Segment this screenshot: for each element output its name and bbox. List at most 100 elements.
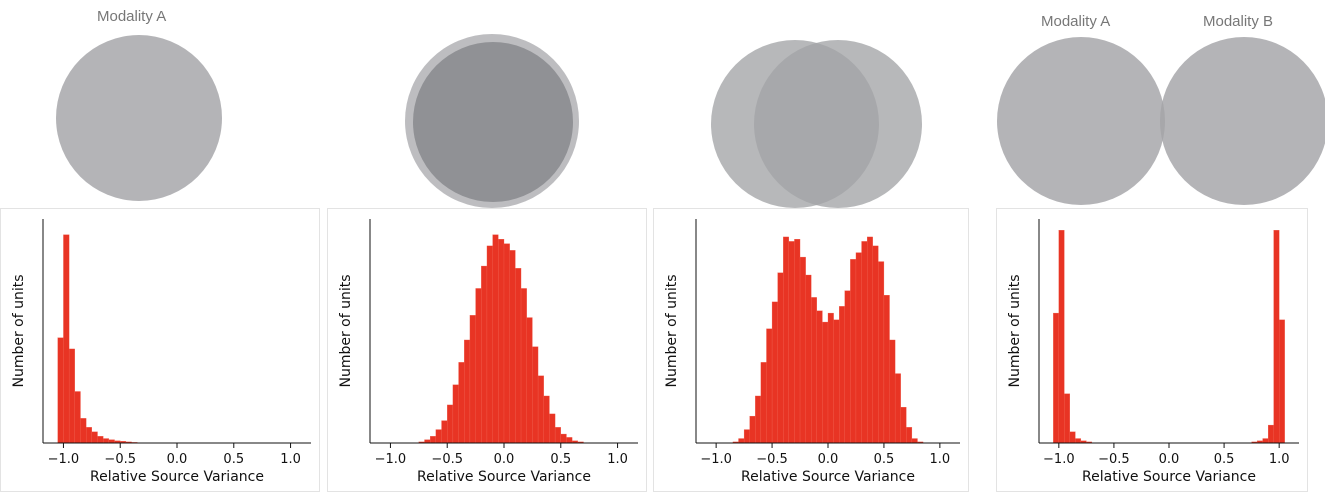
- bars: [1053, 230, 1285, 444]
- histogram-bar: [549, 413, 556, 444]
- modality-b-circle: [413, 42, 573, 202]
- x-tick-label: 0.5: [550, 452, 571, 467]
- histogram-bar: [68, 348, 75, 444]
- histogram-bar: [458, 362, 465, 444]
- histogram-bar: [435, 429, 442, 444]
- histogram-bar: [844, 290, 851, 444]
- modality-b-label: Modality B: [1203, 13, 1274, 30]
- histogram-bar: [520, 288, 527, 444]
- histogram-bar: [850, 259, 857, 444]
- histogram-bar: [498, 239, 505, 444]
- histogram-bar: [777, 272, 784, 444]
- histogram-bar: [760, 362, 767, 444]
- venn-partial-overlap: [711, 40, 922, 208]
- histogram-bar: [103, 438, 110, 444]
- histogram-bar: [1279, 319, 1285, 444]
- x-tick-label: −0.5: [1098, 452, 1130, 467]
- histogram-bar: [560, 433, 567, 444]
- histogram-bar: [1069, 431, 1076, 444]
- histogram-bar: [911, 438, 918, 444]
- histogram-bar: [889, 339, 896, 444]
- histogram-bar: [861, 241, 868, 444]
- histogram-bar: [80, 418, 87, 444]
- x-tick-label: −1.0: [700, 452, 732, 467]
- x-axis-label: Relative Source Variance: [1082, 469, 1256, 485]
- histogram-bar: [783, 236, 789, 444]
- histogram-bar: [749, 415, 756, 444]
- x-tick-label: −1.0: [1043, 452, 1075, 467]
- histogram-bar: [108, 439, 115, 444]
- y-axis-label: Number of units: [11, 274, 27, 387]
- histogram-4: −1.0 −0.5 0.0 0.5 1.0 Relative Source Varianc…: [1007, 219, 1299, 485]
- histogram-panel-1: −1.0 −0.5 0.0 0.5 1.0 Relative Source Varianc…: [0, 208, 320, 492]
- histogram-bar: [805, 274, 812, 444]
- x-tick-label: 1.0: [280, 452, 301, 467]
- histogram-bar: [63, 234, 70, 444]
- histogram-bar: [855, 252, 862, 444]
- histogram-bar: [794, 239, 801, 444]
- y-axis-label: Number of units: [338, 274, 354, 387]
- histogram-bar: [766, 328, 773, 444]
- histogram-bar: [771, 301, 778, 444]
- modality-a-circle: [56, 35, 222, 201]
- histogram-bar: [515, 268, 522, 444]
- histogram-bar: [872, 245, 879, 444]
- histogram-bar: [424, 439, 431, 444]
- x-tick-label: −0.5: [431, 452, 463, 467]
- x-tick-label: 0.0: [494, 452, 515, 467]
- histogram-bar: [543, 395, 550, 444]
- x-tick-label: 1.0: [607, 452, 628, 467]
- histogram-bar: [74, 391, 81, 444]
- histogram-bar: [1268, 424, 1274, 444]
- histogram-bar: [441, 420, 448, 444]
- bars: [57, 234, 138, 444]
- histogram-bar: [788, 241, 795, 444]
- bars: [732, 236, 924, 444]
- histogram-bar: [878, 261, 885, 444]
- histogram-bar: [554, 427, 561, 444]
- histogram-bar: [492, 234, 499, 444]
- histogram-bar: [57, 337, 64, 444]
- histogram-bar: [839, 306, 845, 444]
- histogram-1: −1.0 −0.5 0.0 0.5 1.0 Relative Source Varianc…: [11, 219, 311, 485]
- histogram-bar: [97, 436, 104, 444]
- histogram-bar: [906, 427, 913, 444]
- x-tick-label: −1.0: [375, 452, 407, 467]
- histogram-bar: [447, 404, 454, 444]
- histogram-bar: [894, 373, 901, 444]
- histogram-bar: [486, 245, 493, 444]
- histogram-bar: [1262, 438, 1269, 444]
- modality-a-label: Modality A: [97, 8, 167, 25]
- histogram-bar: [822, 321, 829, 444]
- histogram-3: −1.0 −0.5 0.0 0.5 1.0 Relative Source Varianc…: [664, 219, 960, 485]
- x-tick-label: 1.0: [1269, 452, 1290, 467]
- x-tick-label: 0.5: [874, 452, 895, 467]
- venn-full-overlap: [405, 34, 579, 208]
- histogram-bar: [91, 431, 98, 444]
- histogram-2: −1.0 −0.5 0.0 0.5 1.0 Relative Source Varianc…: [338, 219, 638, 485]
- histogram-bar: [799, 256, 806, 444]
- histogram-bar: [526, 317, 533, 444]
- histogram-bar: [475, 288, 482, 444]
- histogram-panel-3: −1.0 −0.5 0.0 0.5 1.0 Relative Source Varianc…: [653, 208, 969, 492]
- histogram-bar: [1053, 312, 1059, 444]
- histogram-bar: [1058, 230, 1065, 444]
- modality-b-circle: [1160, 37, 1325, 205]
- histogram-bar: [833, 319, 840, 444]
- histogram-bar: [537, 375, 544, 444]
- histogram-panel-2: −1.0 −0.5 0.0 0.5 1.0 Relative Source Varianc…: [327, 208, 647, 492]
- histogram-bar: [503, 243, 510, 444]
- x-tick-label: 0.5: [1214, 452, 1235, 467]
- x-tick-label: 0.0: [818, 452, 839, 467]
- x-axis-label: Relative Source Variance: [90, 469, 264, 485]
- venn-separate: [997, 37, 1325, 205]
- histogram-bar: [481, 265, 488, 444]
- x-axis-label: Relative Source Variance: [417, 469, 591, 485]
- histogram-bar: [743, 429, 750, 444]
- modality-a-label-right-group: Modality A: [1041, 13, 1111, 30]
- bars: [418, 234, 584, 444]
- histogram-bar: [755, 395, 762, 444]
- histogram-bar: [811, 297, 817, 444]
- x-tick-label: 0.0: [167, 452, 188, 467]
